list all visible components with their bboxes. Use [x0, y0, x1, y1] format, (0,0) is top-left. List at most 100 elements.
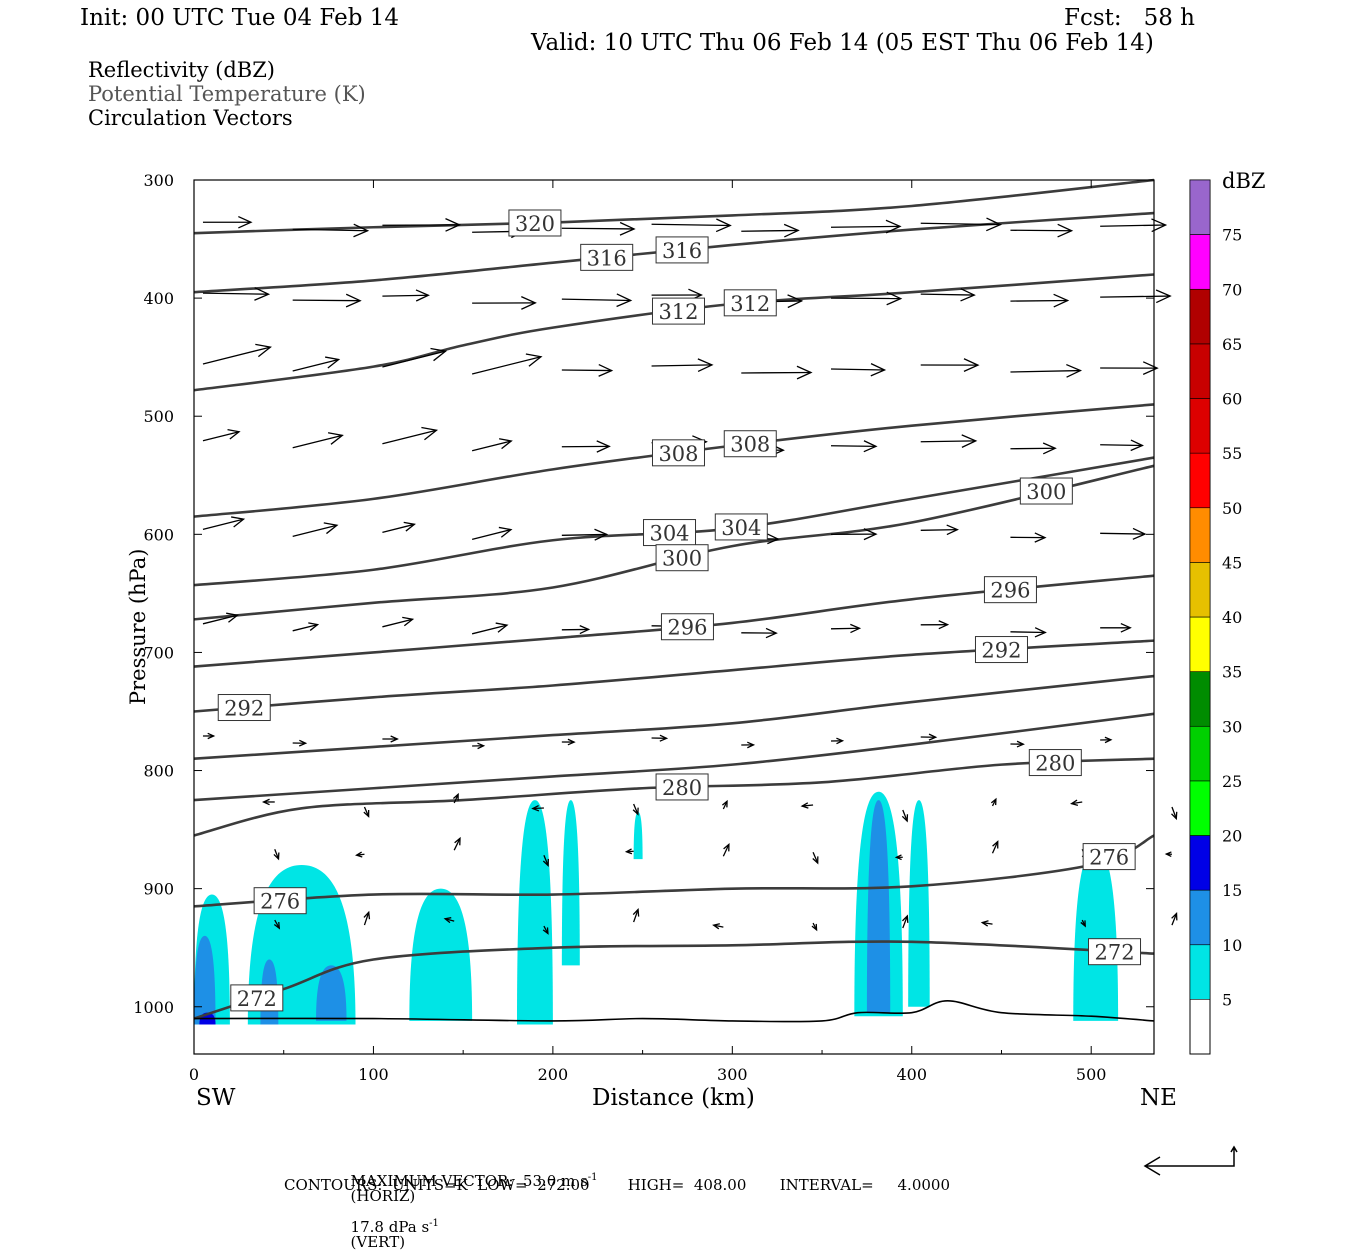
- colorbar-label-10: 10: [1222, 936, 1242, 955]
- colorbar-unit: dBZ: [1222, 171, 1265, 192]
- y-tick-label: 800: [143, 762, 174, 781]
- circulation-vector: [1010, 224, 1071, 237]
- circulation-vector: [264, 799, 275, 804]
- circulation-vector: [741, 742, 753, 748]
- theta-label-312: 312: [658, 300, 698, 324]
- circulation-vector: [1171, 807, 1176, 819]
- vector-shaft: [1100, 296, 1170, 297]
- vector-shaft: [831, 628, 860, 629]
- circulation-vector: [562, 294, 631, 307]
- circulation-vector: [562, 223, 634, 236]
- circulation-vector: [802, 803, 813, 808]
- colorbar-label-45: 45: [1222, 553, 1242, 572]
- circulation-vector: [1010, 741, 1023, 747]
- circulation-vector: [921, 621, 948, 629]
- circulation-vector: [203, 344, 270, 364]
- colorbar-label-30: 30: [1222, 717, 1242, 736]
- circulation-vector: [562, 626, 589, 634]
- colorbar-swatch-25: [1190, 726, 1210, 781]
- circulation-vector: [1100, 528, 1145, 539]
- circulation-vector: [813, 852, 818, 863]
- y-axis-label: Pressure (hPa): [128, 549, 149, 705]
- vector-shaft: [741, 230, 798, 231]
- theta-label-296: 296: [990, 579, 1030, 603]
- circulation-vector: [274, 849, 279, 859]
- vector-shaft: [652, 365, 712, 366]
- colorbar-swatch-15: [1190, 836, 1210, 891]
- vector-shaft: [921, 530, 958, 531]
- circulation-vector: [991, 799, 996, 806]
- vector-shaft: [562, 370, 612, 371]
- circulation-vector: [741, 224, 798, 237]
- theta-label-272: 272: [237, 987, 277, 1011]
- circulation-vector: [831, 624, 860, 632]
- theta-label-276: 276: [260, 890, 300, 914]
- circulation-vector: [472, 354, 541, 374]
- circulation-vector: [831, 738, 843, 743]
- circulation-vector: [652, 735, 667, 741]
- circulation-vector: [921, 359, 978, 372]
- circulation-vector: [714, 924, 724, 929]
- theta-label-312: 312: [730, 292, 770, 316]
- circulation-vector: [472, 297, 535, 310]
- reflectivity-cell-5dbz: [634, 812, 643, 859]
- colorbar-swatch-40: [1190, 562, 1210, 617]
- circulation-vector: [921, 525, 958, 535]
- vector-shaft: [831, 369, 885, 370]
- vector-shaft: [921, 294, 975, 295]
- x-axis-label: Distance (km): [592, 1087, 755, 1110]
- colorbar-label-25: 25: [1222, 772, 1242, 791]
- vector-shaft: [1010, 632, 1045, 633]
- circulation-vector: [723, 844, 729, 856]
- x-right-label: NE: [1140, 1087, 1177, 1110]
- circulation-vector: [454, 838, 460, 850]
- circulation-vector: [993, 842, 998, 854]
- max-vector-vert-tag: (VERT): [351, 1233, 406, 1251]
- colorbar-swatch-50: [1190, 453, 1210, 508]
- circulation-vector: [382, 617, 412, 626]
- circulation-vector: [1010, 628, 1045, 637]
- colorbar-label-20: 20: [1222, 827, 1242, 846]
- vector-shaft: [562, 228, 634, 229]
- circulation-vector: [1100, 624, 1130, 632]
- colorbar-label-40: 40: [1222, 608, 1242, 627]
- theta-label-308: 308: [658, 442, 698, 466]
- circulation-vector: [741, 628, 776, 637]
- circulation-vector: [382, 428, 436, 444]
- colorbar-label-60: 60: [1222, 390, 1242, 409]
- y-tick-label: 400: [143, 289, 174, 308]
- vector-shaft: [293, 300, 360, 301]
- theta-label-320: 320: [515, 212, 555, 236]
- circulation-vector: [652, 359, 712, 372]
- circulation-vector: [472, 623, 507, 634]
- circulation-vector: [626, 849, 633, 854]
- reflectivity-cell-5dbz: [517, 800, 553, 1024]
- x-tick-label: 100: [358, 1065, 389, 1084]
- theta-label-280: 280: [1035, 752, 1075, 776]
- circulation-vector: [293, 740, 306, 746]
- vector-shaft: [562, 534, 607, 535]
- circulation-vector: [1072, 800, 1083, 805]
- vector-shaft: [652, 224, 731, 225]
- theta-label-276: 276: [1089, 846, 1129, 870]
- circulation-vector: [633, 910, 638, 923]
- colorbar-label-15: 15: [1222, 881, 1242, 900]
- circulation-vector: [293, 523, 337, 536]
- circulation-vector: [562, 365, 612, 377]
- circulation-vector: [722, 801, 727, 809]
- circulation-vector: [1166, 852, 1172, 857]
- colorbar-swatch-20: [1190, 781, 1210, 836]
- vector-shaft: [382, 295, 428, 296]
- vector-shaft: [921, 441, 976, 442]
- circulation-vector: [1010, 533, 1045, 542]
- circulation-vector: [1172, 914, 1177, 926]
- theta-label-272: 272: [1094, 941, 1134, 965]
- circulation-vector: [812, 923, 817, 930]
- circulation-vector: [831, 364, 885, 376]
- circulation-vector: [364, 912, 370, 925]
- x-tick-label: 0: [189, 1065, 199, 1084]
- reflectivity-fill-layer: [194, 792, 1118, 1025]
- circulation-vector: [652, 219, 731, 232]
- colorbar-swatch-10: [1190, 890, 1210, 945]
